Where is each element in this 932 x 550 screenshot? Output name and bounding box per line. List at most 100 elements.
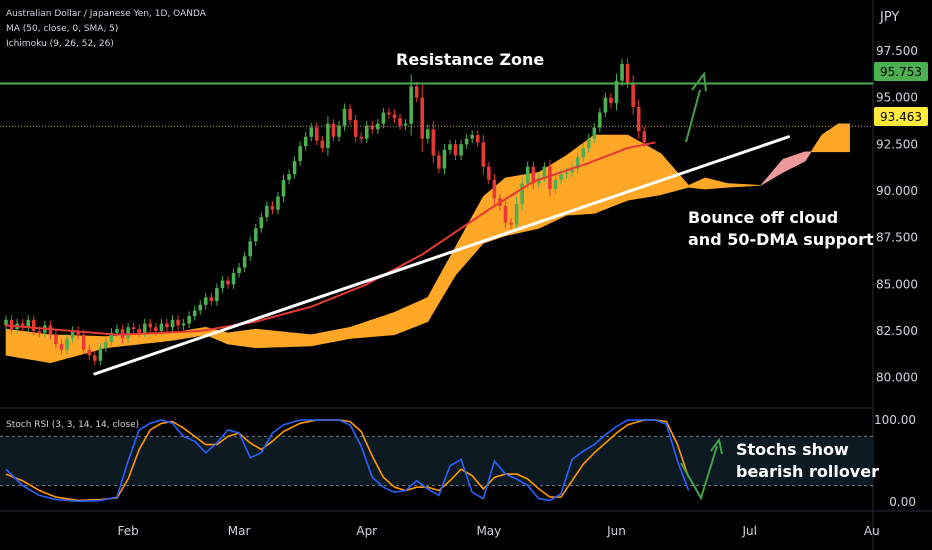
candle-down [509, 222, 513, 225]
cloud-segment [94, 335, 98, 352]
candle-up [309, 127, 314, 137]
cloud-segment [272, 330, 276, 348]
stoch-tick-label: 100.00 [874, 413, 916, 427]
cloud-segment [147, 333, 151, 344]
candle-down [348, 108, 352, 121]
candle-up [242, 256, 247, 268]
candle-up [598, 112, 602, 128]
candle-down [37, 330, 42, 333]
cloud-segment [377, 316, 381, 337]
bullish-arrow-drawing[interactable] [685, 71, 707, 143]
price-tick-label: 97.500 [876, 44, 918, 58]
current-price-label: 93.463 [880, 110, 922, 124]
cloud-segment [696, 179, 701, 189]
candle-up [115, 329, 119, 333]
price-tick-label: 82.500 [876, 324, 918, 338]
candle-up [586, 138, 591, 149]
cloud-segment [743, 184, 748, 187]
ma-indicator-label[interactable]: MA (50, close, 0, SMA, 5) [6, 24, 119, 34]
cloud-segment [474, 206, 479, 254]
candle-down [209, 297, 214, 302]
candle-up [381, 112, 386, 124]
cloud-segment [288, 332, 293, 348]
cloud-segment [333, 329, 337, 343]
price-tick-label: 92.500 [876, 137, 918, 151]
cloud-segment [785, 156, 789, 172]
cloud-segment [269, 330, 273, 348]
candle-down [54, 334, 58, 345]
cloud-segment [638, 140, 642, 199]
cloud-segment [405, 305, 409, 331]
candle-up [592, 127, 597, 139]
bullish-arrow-drawing-stoch[interactable] [680, 437, 723, 501]
candle-up [459, 144, 463, 156]
cloud-segment [788, 155, 792, 170]
cloud-segment [782, 157, 787, 173]
candle-down [492, 179, 497, 199]
time-axis: Feb Mar Apr May Jun Jul Au [117, 524, 879, 538]
cloud-segment [327, 330, 332, 344]
support-trendline[interactable] [93, 135, 791, 376]
cloud-segment [233, 331, 237, 346]
candle-down [76, 330, 80, 335]
cloud-segment [41, 333, 46, 363]
candle-up [4, 319, 8, 326]
candle-up [570, 168, 574, 173]
cloud-segment [707, 178, 712, 190]
cloud-segment [302, 333, 307, 347]
cloud-segment [91, 335, 96, 352]
cloud-segment [410, 303, 415, 329]
cloud-segment [846, 123, 850, 153]
resistance-zone-label: Resistance Zone [396, 50, 545, 69]
cloud-segment [713, 179, 717, 189]
candle-down [431, 129, 436, 156]
cloud-segment [843, 123, 848, 153]
cloud-segment [732, 183, 737, 188]
cloud-segment [230, 331, 234, 346]
candle-down [475, 134, 480, 143]
cloud-segment [449, 251, 454, 286]
candle-up [259, 217, 264, 229]
candle-up [276, 196, 280, 210]
cloud-segment [752, 184, 756, 187]
candle-down [531, 166, 536, 184]
candle-up [126, 327, 130, 339]
cloud-segment [699, 178, 703, 190]
cloud-segment [383, 314, 387, 337]
cloud-segment [313, 333, 318, 346]
stoch-rsi-label[interactable]: Stoch RSI (3, 3, 14, 14, close) [6, 420, 140, 430]
candle-down [87, 349, 92, 356]
candle-up [542, 166, 547, 178]
cloud-segment [660, 152, 665, 196]
candle-up [614, 80, 619, 104]
cloud-segment [821, 132, 825, 153]
candle-down [270, 205, 275, 210]
cloud-segment [838, 123, 842, 153]
cloud-segment [371, 318, 376, 337]
time-tick-label: May [476, 524, 501, 538]
candle-down [625, 64, 630, 83]
candle-down [387, 112, 391, 115]
stoch-band-fill [0, 436, 873, 486]
candle-up [303, 136, 308, 147]
cloud-segment [241, 330, 245, 347]
cloud-segment [827, 128, 831, 153]
cloud-segment [802, 151, 806, 163]
cloud-segment [735, 183, 739, 188]
time-tick-label: Au [864, 524, 880, 538]
stoch-note-line-1: Stochs show [736, 440, 849, 459]
price-tick-label: 90.000 [876, 184, 918, 198]
candle-down [154, 327, 158, 331]
price-axis: 97.500 95.000 92.500 90.000 87.500 85.000 82.5… [876, 44, 918, 385]
cloud-segment [27, 331, 32, 360]
cloud-segment [16, 330, 21, 358]
candle-up [292, 161, 297, 175]
price-tick-label: 85.000 [876, 277, 918, 291]
cloud-segment [263, 329, 268, 348]
cloud-segment [840, 123, 845, 153]
cloud-segment [22, 330, 26, 359]
cloud-segment [671, 165, 676, 193]
ichimoku-indicator-label[interactable]: Ichimoku (9, 26, 52, 26) [6, 39, 114, 49]
cloud-segment [444, 260, 448, 295]
